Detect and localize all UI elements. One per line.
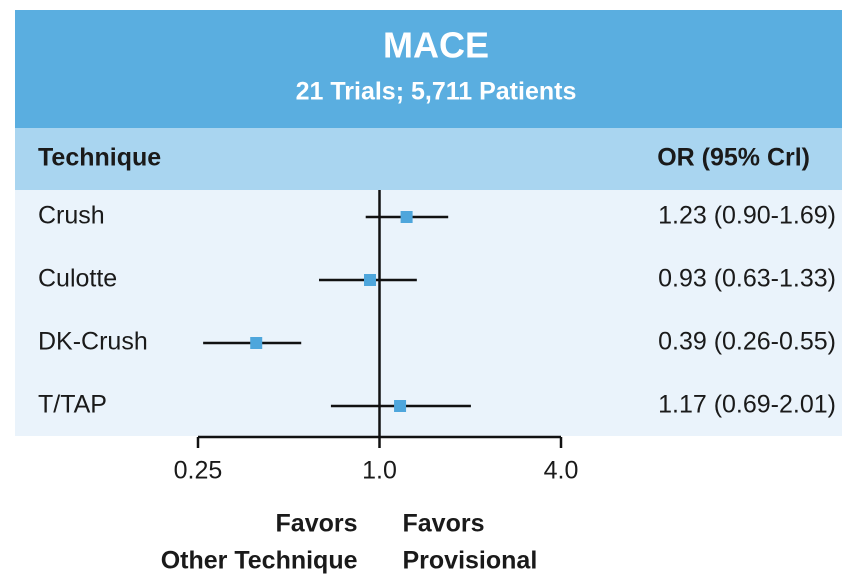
favors-right: Provisional xyxy=(403,547,538,575)
value-label: 0.39 (0.26-0.55) xyxy=(658,328,836,356)
value-header: OR (95% Crl) xyxy=(657,144,810,172)
row-label: Crush xyxy=(38,202,105,230)
point-estimate xyxy=(363,274,376,286)
label-header: Technique xyxy=(38,144,161,172)
row-label: DK-Crush xyxy=(38,328,148,356)
point-estimate xyxy=(394,400,407,412)
value-label: 0.93 (0.63-1.33) xyxy=(658,265,836,293)
row-label: T/TAP xyxy=(38,391,107,419)
point-estimate xyxy=(400,211,413,223)
point-estimate xyxy=(250,337,263,349)
x-tick-label: 4.0 xyxy=(544,457,579,485)
favors-left: Other Technique xyxy=(161,547,358,575)
x-tick-label: 1.0 xyxy=(362,457,397,485)
favors-right: Favors xyxy=(403,510,485,538)
rows-band xyxy=(15,190,842,436)
value-label: 1.23 (0.90-1.69) xyxy=(658,202,836,230)
column-header-band xyxy=(15,128,842,190)
value-label: 1.17 (0.69-2.01) xyxy=(658,391,836,419)
chart-title: MACE xyxy=(383,25,489,66)
x-tick-label: 0.25 xyxy=(174,457,223,485)
favors-left: Favors xyxy=(276,510,358,538)
row-label: Culotte xyxy=(38,265,117,293)
chart-subtitle: 21 Trials; 5,711 Patients xyxy=(296,78,577,106)
header-band xyxy=(15,10,842,128)
